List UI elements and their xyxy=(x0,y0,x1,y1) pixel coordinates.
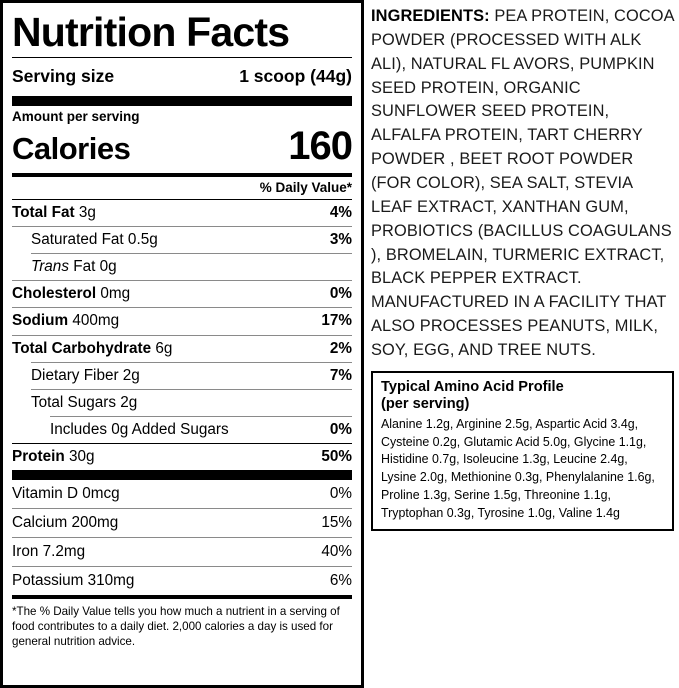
nutrient-row-saturated-fat: Saturated Fat 0.5g 3% xyxy=(12,227,352,253)
nutrient-dv: 0% xyxy=(329,285,352,303)
row-divider xyxy=(31,361,352,363)
nutrient-row-protein: Protein 30g 50% xyxy=(12,444,352,470)
amino-acid-values: Alanine 1.2g, Arginine 2.5g, Aspartic Ac… xyxy=(381,415,655,520)
nutrient-name: Total Sugars 2g xyxy=(31,393,138,411)
nutrient-name: Cholesterol 0mg xyxy=(12,285,131,303)
nutrient-name: Dietary Fiber 2g xyxy=(31,366,140,384)
nutrient-name: Total Carbohydrate 6g xyxy=(12,339,173,357)
nutrient-dv: 2% xyxy=(329,339,352,357)
nutrient-row-total-carbohydrate: Total Carbohydrate 6g 2% xyxy=(12,336,352,362)
vitamin-name: Iron 7.2mg xyxy=(12,542,86,560)
vitamin-dv: 15% xyxy=(321,513,352,531)
row-divider xyxy=(12,280,352,282)
nutrient-row-cholesterol: Cholesterol 0mg 0% xyxy=(12,281,352,307)
nutrient-row-trans-fat: Trans Fat 0g xyxy=(12,254,352,280)
row-divider xyxy=(12,307,352,309)
row-divider xyxy=(12,442,352,444)
row-divider xyxy=(12,334,352,336)
nutrient-dv: 50% xyxy=(321,447,352,465)
amount-per-serving-label: Amount per serving xyxy=(12,109,140,125)
vitamin-dv: 0% xyxy=(329,484,352,502)
row-divider xyxy=(31,388,352,390)
ingredients-text: INGREDIENTS: PEA PROTEIN, COCOA POWDER (… xyxy=(371,5,675,363)
serving-size-value: 1 scoop (44g) xyxy=(239,66,352,87)
serving-divider-bar xyxy=(12,96,352,107)
nutrient-name: Sodium 400mg xyxy=(12,312,120,330)
amino-acid-title: Typical Amino Acid Profile (per serving) xyxy=(381,379,665,413)
row-divider xyxy=(50,415,352,417)
vitamin-row-iron: Iron 7.2mg 40% xyxy=(12,538,352,566)
vitamin-row-vitamin-d: Vitamin D 0mcg 0% xyxy=(12,480,352,508)
vitamin-row-potassium: Potassium 310mg 6% xyxy=(12,567,352,595)
nutrient-row-total-sugars: Total Sugars 2g xyxy=(12,390,352,416)
ingredients-body: PEA PROTEIN, COCOA POWDER (PROCESSED WIT… xyxy=(371,7,674,360)
calories-label: Calories xyxy=(12,131,131,167)
nutrient-dv: 4% xyxy=(329,204,352,222)
nutrient-name: Includes 0g Added Sugars xyxy=(50,420,229,438)
serving-size-row: Serving size 1 scoop (44g) xyxy=(12,58,352,96)
nutrient-name: Saturated Fat 0.5g xyxy=(31,231,158,249)
amino-acid-profile-box: Typical Amino Acid Profile (per serving)… xyxy=(371,370,674,531)
calories-divider xyxy=(12,173,352,178)
calories-value: 160 xyxy=(288,124,353,169)
nutrient-row-total-fat: Total Fat 3g 4% xyxy=(12,200,352,226)
nutrient-name: Trans Fat 0g xyxy=(31,258,117,276)
vitamin-dv: 40% xyxy=(321,542,352,560)
nutrient-dv: 17% xyxy=(321,312,352,330)
protein-divider-bar xyxy=(12,469,352,480)
vitamin-name: Potassium 310mg xyxy=(12,571,135,589)
nutrient-row-added-sugars: Includes 0g Added Sugars 0% xyxy=(12,417,352,443)
row-divider xyxy=(12,536,352,538)
vitamin-name: Vitamin D 0mcg xyxy=(12,484,120,502)
title-divider xyxy=(12,57,352,59)
nutrient-dv: 3% xyxy=(329,231,352,249)
serving-size-label: Serving size xyxy=(12,66,115,87)
daily-value-footnote: *The % Daily Value tells you how much a … xyxy=(12,604,340,649)
nutrient-name: Total Fat 3g xyxy=(12,204,96,222)
vitamin-dv: 6% xyxy=(329,571,352,589)
nutrient-row-dietary-fiber: Dietary Fiber 2g 7% xyxy=(12,363,352,389)
ingredients-heading: INGREDIENTS: xyxy=(371,7,490,25)
daily-value-header: % Daily Value* xyxy=(259,180,352,196)
calories-row: Calories 160 xyxy=(12,124,353,173)
amino-acid-title-line2: (per serving) xyxy=(381,395,470,412)
footnote-divider-bar xyxy=(12,594,352,599)
row-divider xyxy=(12,565,352,567)
ingredients-column: INGREDIENTS: PEA PROTEIN, COCOA POWDER (… xyxy=(364,0,679,688)
nutrition-facts-panel: Nutrition Facts Serving size 1 scoop (44… xyxy=(0,0,364,688)
row-divider xyxy=(12,226,352,228)
page-title: Nutrition Facts xyxy=(12,9,290,55)
row-divider xyxy=(12,507,352,509)
row-divider xyxy=(31,253,352,255)
nutrient-name: Protein 30g xyxy=(12,447,95,465)
nutrient-dv: 7% xyxy=(329,366,352,384)
vitamin-row-calcium: Calcium 200mg 15% xyxy=(12,509,352,537)
nutrient-dv: 0% xyxy=(329,420,352,438)
vitamin-name: Calcium 200mg xyxy=(12,513,119,531)
nutrient-row-sodium: Sodium 400mg 17% xyxy=(12,308,352,334)
daily-value-divider xyxy=(12,199,352,201)
amino-acid-title-line1: Typical Amino Acid Profile xyxy=(381,378,564,395)
